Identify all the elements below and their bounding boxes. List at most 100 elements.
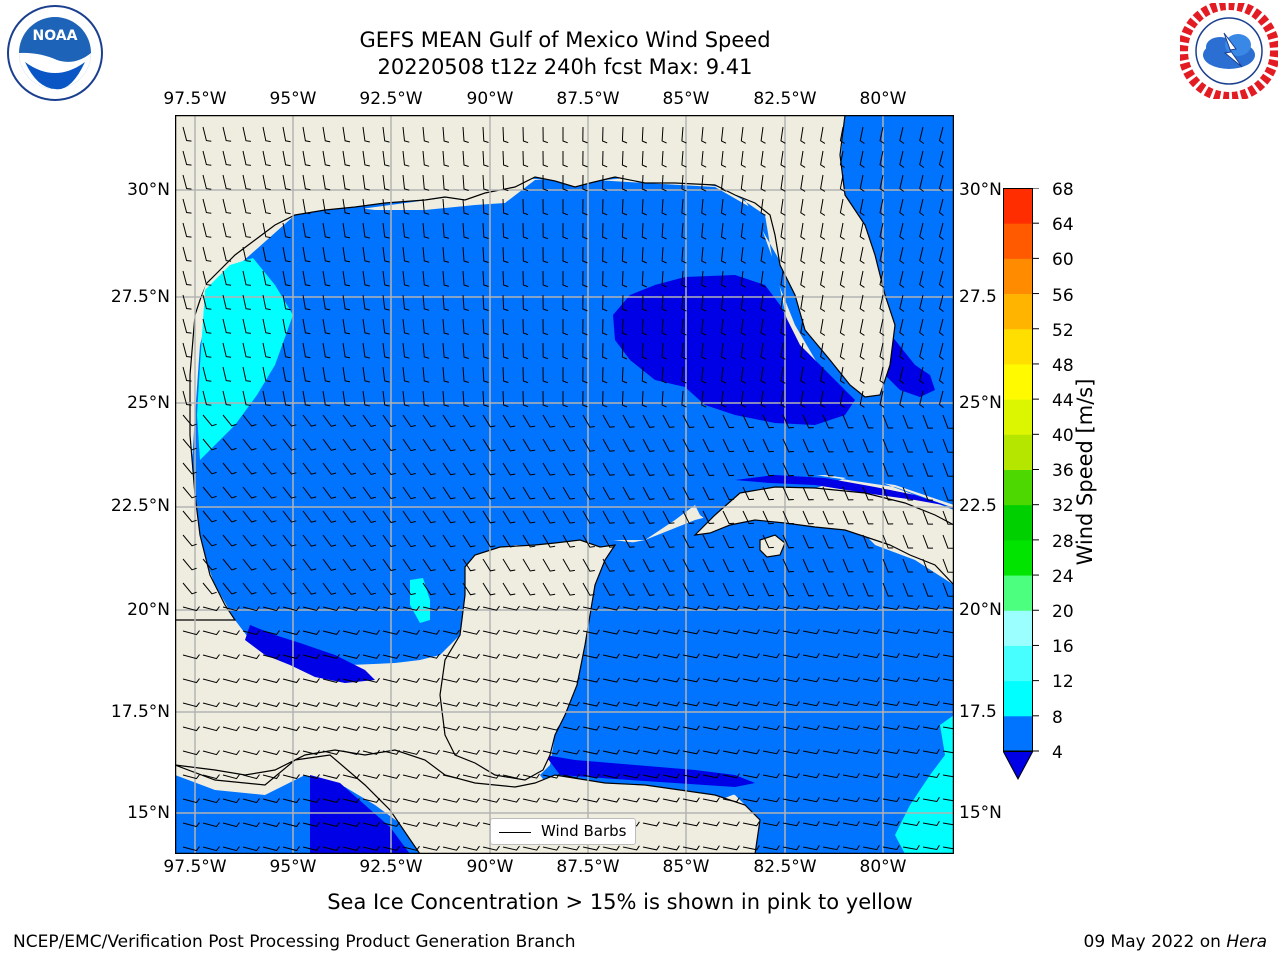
- nws-logo: [1178, 0, 1280, 103]
- wind-barb: [182, 846, 200, 852]
- wind-barb: [780, 342, 786, 360]
- wind-barb: [482, 797, 500, 803]
- wind-barb: [602, 749, 620, 755]
- wind-barb: [202, 462, 217, 475]
- wind-barb: [942, 534, 953, 549]
- wind-barb: [902, 724, 920, 731]
- wind-barb: [800, 222, 806, 240]
- wind-barb: [402, 246, 410, 263]
- wind-barb: [202, 534, 217, 547]
- wind-barb: [302, 486, 317, 499]
- wind-barb: [780, 126, 786, 144]
- wind-barb: [522, 534, 536, 548]
- wind-barb: [482, 366, 489, 383]
- wind-barb: [562, 653, 580, 659]
- wind-barb: [322, 126, 331, 143]
- colorbar-tick: 8: [1052, 708, 1063, 728]
- wind-barb: [242, 390, 251, 406]
- wind-barb: [938, 246, 944, 264]
- wind-barb: [502, 318, 509, 336]
- wind-barb: [702, 773, 720, 779]
- wind-barb: [822, 462, 834, 477]
- wind-barb: [302, 798, 320, 803]
- wind-barb: [582, 318, 588, 336]
- wind-barb: [302, 198, 311, 215]
- wind-barb: [899, 342, 905, 360]
- wind-barb: [402, 270, 410, 287]
- colorbar-tick: 64: [1052, 215, 1074, 235]
- wind-barb: [302, 726, 320, 731]
- wind-barb: [482, 653, 500, 659]
- wind-barb: [562, 797, 580, 803]
- wind-barb: [641, 366, 648, 384]
- wind-barb: [780, 222, 786, 240]
- wind-barb: [802, 677, 820, 683]
- wind-barb: [882, 701, 900, 707]
- wind-barb: [482, 198, 489, 215]
- wind-barb: [462, 366, 469, 383]
- wind-barb: [802, 725, 820, 731]
- wind-barb: [202, 150, 212, 166]
- wind-barb: [682, 510, 695, 525]
- wind-barb: [482, 534, 496, 548]
- colorbar-segment: [1003, 399, 1033, 435]
- wind-barb: [919, 174, 925, 192]
- wind-barb: [202, 654, 220, 660]
- wind-barb: [262, 366, 271, 383]
- wind-barb: [762, 438, 774, 453]
- wind-barb: [322, 822, 340, 827]
- wind-barb: [760, 174, 766, 192]
- wind-barb: [682, 462, 695, 477]
- wind-barb: [641, 222, 648, 240]
- wind-barb: [882, 821, 900, 827]
- wind-barb: [859, 318, 865, 336]
- wind-barb: [641, 150, 648, 168]
- wind-barb: [562, 773, 580, 779]
- wind-barb: [800, 246, 806, 264]
- wind-barb: [839, 294, 845, 312]
- wind-barb: [621, 246, 628, 264]
- wind-barb: [522, 462, 536, 476]
- wind-barb: [902, 628, 920, 635]
- wind-barb: [661, 318, 667, 336]
- wind-barb: [641, 198, 648, 216]
- wind-barb: [720, 270, 727, 288]
- wind-barb: [862, 582, 874, 597]
- wind-barb: [720, 222, 727, 240]
- wind-barb: [282, 342, 291, 359]
- wind-barb: [202, 582, 217, 595]
- wind-barb: [482, 749, 500, 755]
- wind-barb: [859, 222, 865, 240]
- wind-barb: [202, 726, 220, 732]
- wind-barb: [702, 653, 720, 659]
- wind-barb: [938, 150, 944, 168]
- low-wind-cuba-north: [735, 475, 954, 508]
- wind-barb: [702, 510, 715, 525]
- lon-label-bottom: 82.5°W: [753, 857, 817, 877]
- wind-barb: [681, 318, 687, 336]
- wind-barb: [222, 702, 240, 708]
- wind-barb: [422, 749, 440, 755]
- wind-barb: [402, 318, 410, 335]
- wind-barb: [839, 318, 845, 336]
- wind-barb: [402, 582, 416, 596]
- wind-barb: [919, 270, 925, 288]
- wind-barb: [442, 653, 460, 659]
- wind-barb: [362, 270, 370, 287]
- wind-barb: [202, 294, 212, 310]
- wind-barb: [522, 174, 529, 192]
- wind-barb: [899, 150, 905, 168]
- wind-barb: [222, 606, 240, 612]
- wind-barb: [402, 773, 420, 779]
- wind-barb: [782, 821, 800, 827]
- wind-barb: [482, 414, 496, 428]
- wind-barb: [842, 414, 854, 429]
- wind-barb: [802, 605, 820, 611]
- wind-barb: [882, 749, 900, 755]
- wind-barb: [662, 725, 680, 731]
- wind-barb: [482, 438, 496, 452]
- wind-barb: [582, 246, 588, 264]
- wind-barb: [342, 222, 351, 239]
- wind-barb: [242, 174, 251, 190]
- wind-barb: [402, 797, 420, 803]
